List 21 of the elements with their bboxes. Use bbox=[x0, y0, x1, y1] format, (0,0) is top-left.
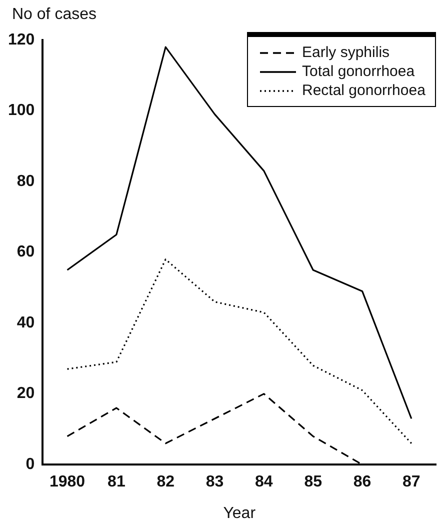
x-tick-label: 84 bbox=[255, 474, 273, 491]
y-tick-label: 0 bbox=[26, 456, 35, 474]
x-tick-label: 85 bbox=[304, 474, 322, 491]
x-tick-label: 86 bbox=[353, 474, 372, 491]
y-tick-label: 20 bbox=[16, 385, 35, 402]
x-tick-label: 82 bbox=[156, 474, 175, 491]
line-series bbox=[66, 258, 412, 444]
x-tick-label: 83 bbox=[206, 474, 224, 491]
legend-label: Total gonorrhoea bbox=[302, 62, 415, 81]
y-axis-title: No of cases bbox=[12, 6, 96, 24]
x-tick-label: 81 bbox=[108, 474, 126, 491]
y-tick-label: 100 bbox=[8, 102, 35, 120]
y-tick-label: 40 bbox=[16, 314, 35, 332]
legend-label: Rectal gonorrhoea bbox=[302, 81, 426, 100]
legend-label: Early syphilis bbox=[302, 43, 390, 62]
y-tick-label: 80 bbox=[16, 172, 35, 190]
x-tick-label: 1980 bbox=[49, 474, 86, 491]
y-tick-label: 120 bbox=[8, 31, 35, 48]
x-axis-title: Year bbox=[223, 504, 256, 522]
x-tick-label: 87 bbox=[402, 474, 420, 491]
y-tick-label: 60 bbox=[16, 244, 35, 261]
